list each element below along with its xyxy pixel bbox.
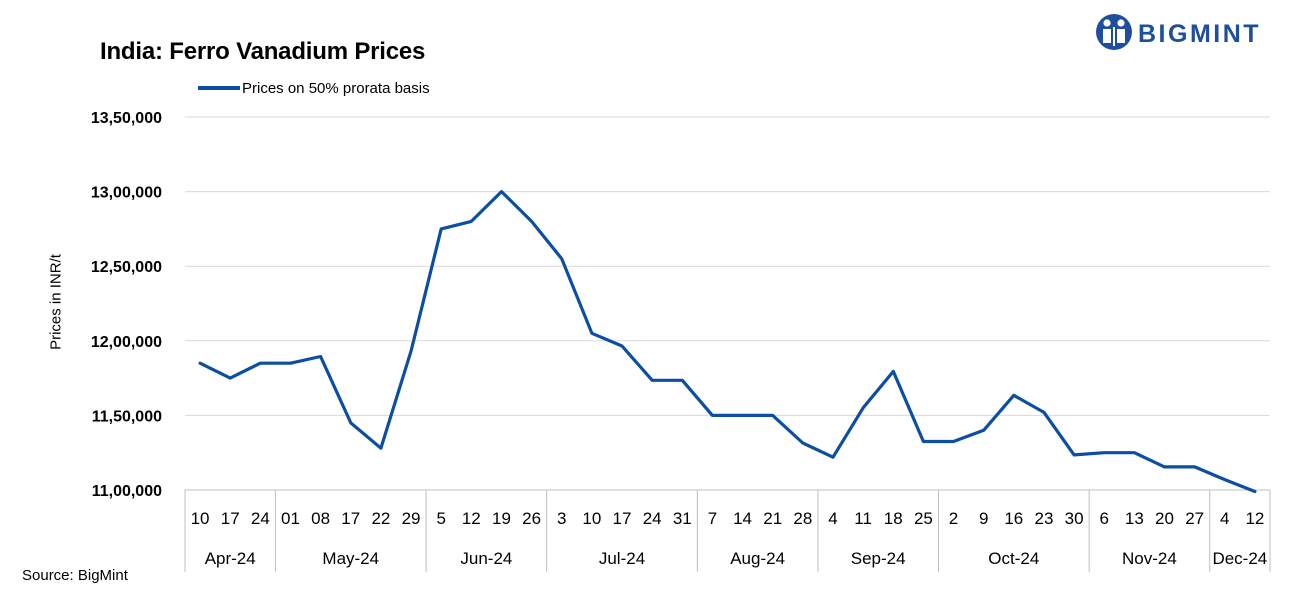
- x-tick-label: 9: [979, 509, 988, 528]
- x-tick-label: 7: [708, 509, 717, 528]
- bigmint-logo-text: BIGMINT: [1138, 20, 1262, 48]
- month-label: Oct-24: [988, 549, 1039, 568]
- month-label: Jun-24: [460, 549, 512, 568]
- x-tick-label: 20: [1155, 509, 1174, 528]
- chart-title: India: Ferro Vanadium Prices: [100, 38, 426, 65]
- legend-label: Prices on 50% prorata basis: [242, 79, 430, 97]
- x-tick-label: 08: [311, 509, 330, 528]
- x-tick-label: 25: [914, 509, 933, 528]
- x-tick-label: 10: [582, 509, 601, 528]
- x-tick-label: 24: [251, 509, 270, 528]
- x-tick-label: 17: [613, 509, 632, 528]
- source-note: Source: BigMint: [22, 567, 128, 584]
- x-tick-label: 28: [793, 509, 812, 528]
- chart-legend: Prices on 50% prorata basis: [198, 78, 430, 98]
- x-tick-label: 19: [492, 509, 511, 528]
- bigmint-logo: BIGMINT: [1094, 10, 1284, 56]
- y-tick-label: 12,00,000: [91, 334, 162, 351]
- x-tick-label: 14: [733, 509, 752, 528]
- y-tick-label: 13,00,000: [91, 185, 162, 202]
- month-label: Sep-24: [851, 549, 906, 568]
- x-tick-label: 12: [462, 509, 481, 528]
- x-tick-label: 4: [828, 509, 837, 528]
- x-tick-label: 11: [854, 509, 872, 528]
- x-tick-label: 29: [402, 509, 421, 528]
- x-tick-label: 22: [371, 509, 390, 528]
- bigmint-logo-icon: [1096, 14, 1132, 50]
- x-tick-label: 30: [1065, 509, 1084, 528]
- x-tick-label: 01: [281, 509, 300, 528]
- x-tick-label: 21: [763, 509, 782, 528]
- x-tick-label: 27: [1185, 509, 1204, 528]
- x-tick-label: 31: [673, 509, 692, 528]
- y-tick-label: 11,50,000: [92, 408, 162, 425]
- x-tick-label: 23: [1034, 509, 1053, 528]
- month-label: Aug-24: [730, 549, 785, 568]
- month-label: May-24: [322, 549, 379, 568]
- series-line-0: [198, 190, 1257, 494]
- x-tick-label: 16: [1004, 509, 1023, 528]
- y-tick-label: 12,50,000: [91, 259, 162, 276]
- x-tick-label: 4: [1220, 509, 1229, 528]
- x-tick-label: 24: [643, 509, 662, 528]
- month-label: Jul-24: [599, 549, 645, 568]
- month-label: Nov-24: [1122, 549, 1177, 568]
- x-tick-label: 10: [191, 509, 210, 528]
- x-tick-label: 26: [522, 509, 541, 528]
- y-tick-label: 13,50,000: [91, 110, 162, 127]
- legend-swatch: [198, 86, 240, 90]
- x-tick-label: 6: [1100, 509, 1109, 528]
- x-tick-label: 17: [221, 509, 240, 528]
- x-tick-label: 12: [1245, 509, 1264, 528]
- x-tick-label: 3: [557, 509, 566, 528]
- x-tick-label: 13: [1125, 509, 1144, 528]
- x-tick-label: 5: [436, 509, 445, 528]
- month-label: Apr-24: [205, 549, 256, 568]
- x-tick-label: 17: [341, 509, 360, 528]
- y-tick-label: 11,00,000: [92, 483, 162, 500]
- x-tick-label: 2: [949, 509, 958, 528]
- month-label: Dec-24: [1212, 549, 1267, 568]
- x-tick-label: 18: [884, 509, 903, 528]
